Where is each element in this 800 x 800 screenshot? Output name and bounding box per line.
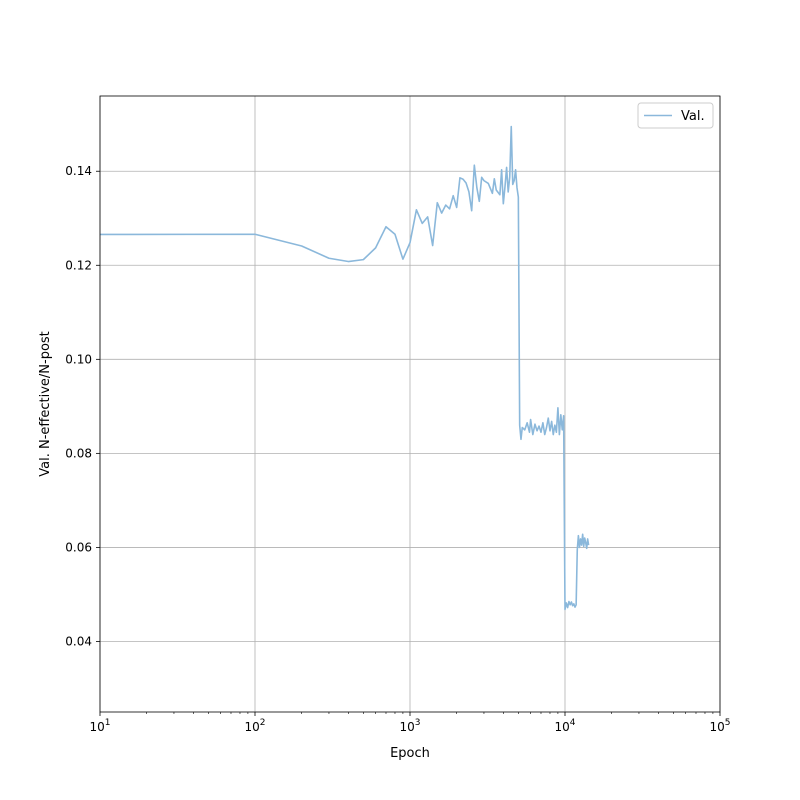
y-axis-label: Val. N-effective/N-post: [38, 331, 53, 477]
x-tick-label-base: 10: [244, 720, 259, 734]
x-tick-label-exponent: 5: [725, 718, 731, 728]
y-tick-label: 0.10: [65, 352, 92, 366]
x-tick-label-base: 10: [709, 720, 724, 734]
x-tick-label-exponent: 3: [415, 718, 421, 728]
y-axis: 0.04 0.06 0.08 0.10 0.12 0.14: [65, 164, 100, 648]
x-tick-label-exponent: 4: [570, 718, 576, 728]
x-tick-label: 102: [244, 718, 265, 734]
x-axis: 101 102 103 104 105: [89, 712, 731, 734]
legend-box: [637, 102, 714, 129]
x-tick-label-exponent: 2: [260, 718, 266, 728]
grid: [99, 96, 721, 712]
y-tick-label: 0.04: [65, 634, 92, 648]
x-axis-label: Epoch: [390, 746, 430, 761]
x-tick-label-base: 10: [399, 720, 414, 734]
legend: Val.: [637, 102, 714, 129]
y-tick-label: 0.08: [65, 446, 92, 460]
legend-label: Val.: [681, 109, 705, 124]
x-tick-label: 101: [89, 718, 110, 734]
x-tick-label-base: 10: [89, 720, 104, 734]
y-tick-label: 0.12: [65, 258, 92, 272]
series-line-val: [100, 125, 590, 611]
x-tick-label: 105: [709, 718, 730, 734]
plot-area: [100, 125, 590, 611]
x-tick-label: 103: [399, 718, 420, 734]
x-tick-label-exponent: 1: [105, 718, 111, 728]
y-tick-label: 0.06: [65, 540, 92, 554]
x-tick-label-base: 10: [554, 720, 569, 734]
x-tick-label: 104: [554, 718, 575, 734]
y-tick-label: 0.14: [65, 164, 92, 178]
